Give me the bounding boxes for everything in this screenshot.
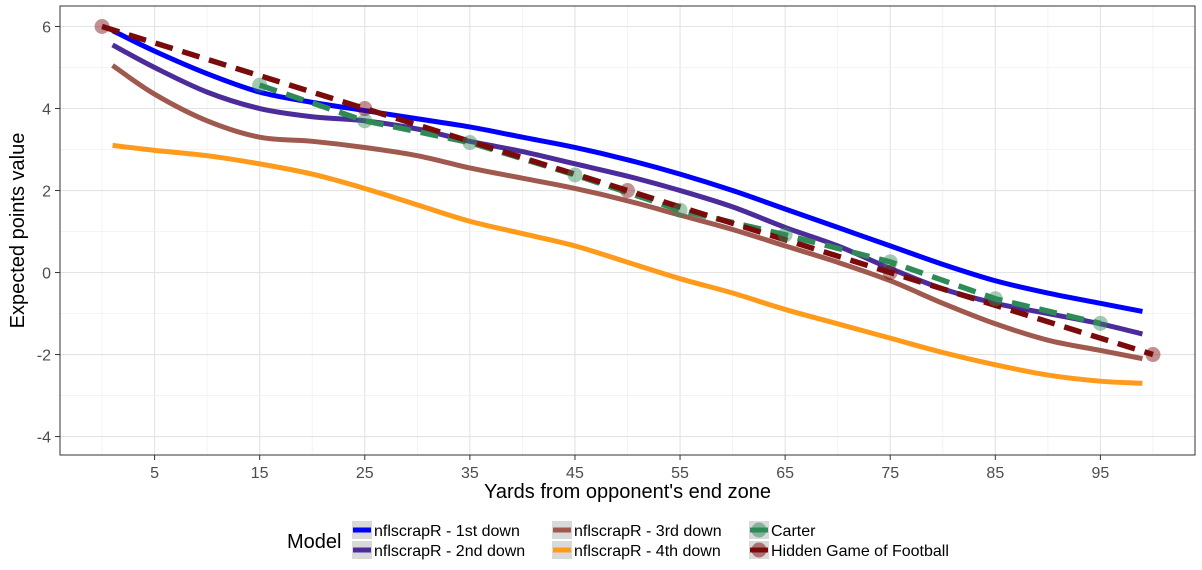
panel-border: [59, 5, 1196, 456]
data-point-carter: [1092, 315, 1108, 331]
series-line-carter: [258, 82, 1102, 327]
series-line-nflscrapr-4th-down: [112, 142, 1143, 386]
legend-key-point: [751, 522, 767, 538]
y-tick-label: 0: [42, 266, 51, 283]
series-line-nflscrapr-1st-down: [111, 28, 1143, 314]
data-point-hidden-game-of-football: [1145, 347, 1161, 363]
axis-layer: 5 15 25 35 45 55 65 75 85 95 -4 -2 0 2 4 6: [37, 20, 1110, 482]
data-point-carter: [462, 135, 478, 151]
legend-label: nflscrapR - 2nd down: [374, 543, 525, 560]
data-point-hidden-game-of-football: [620, 183, 635, 199]
x-tick-label: 55: [671, 465, 689, 482]
y-tick-label: 4: [42, 102, 51, 119]
x-tick-label: 35: [461, 465, 479, 482]
x-tick-label: 15: [251, 465, 269, 482]
y-tick-label: -4: [37, 430, 51, 447]
data-point-carter: [882, 254, 898, 270]
data-point-carter: [672, 202, 688, 218]
x-axis-title: Yards from opponent's end zone: [484, 481, 771, 503]
x-tick-label: 85: [986, 465, 1004, 482]
y-axis-title: Expected points value: [7, 133, 29, 329]
series-line-nflscrapr-2nd-down: [111, 42, 1144, 337]
legend: Model nflscrapR - 1st down nflscrapR - 2n…: [287, 521, 949, 560]
x-tick-label: 65: [776, 465, 794, 482]
series-line-hidden-game-of-football: [101, 23, 1154, 358]
series-line-nflscrapr-3rd-down: [111, 63, 1143, 362]
y-tick-label: -2: [37, 348, 51, 365]
legend-label: nflscrapR - 1st down: [374, 523, 520, 540]
data-point-carter: [567, 167, 583, 183]
data-point-hidden-game-of-football: [357, 101, 373, 117]
data-point-carter: [987, 291, 1003, 307]
legend-label: Hidden Game of Football: [771, 543, 949, 560]
y-tick-label: 2: [42, 184, 51, 201]
x-tick-label: 25: [356, 465, 374, 482]
legend-title: Model: [287, 531, 341, 553]
data-point-hidden-game-of-football: [94, 19, 110, 35]
x-tick-label: 95: [1092, 465, 1110, 482]
x-tick-label: 5: [150, 465, 159, 482]
data-point-carter: [777, 227, 793, 243]
points-layer: [94, 19, 1161, 363]
data-point-carter: [357, 113, 373, 129]
data-point-carter: [252, 77, 268, 93]
series-layer: [101, 23, 1154, 386]
x-tick-label: 45: [566, 465, 584, 482]
legend-key-point: [751, 542, 767, 558]
legend-label: nflscrapR - 3rd down: [574, 523, 722, 540]
x-tick-label: 75: [881, 465, 899, 482]
legend-label: nflscrapR - 4th down: [574, 543, 721, 560]
y-tick-label: 6: [42, 20, 51, 37]
grid-layer: [60, 6, 1195, 455]
data-point-hidden-game-of-football: [882, 265, 898, 281]
legend-label: Carter: [771, 523, 816, 540]
